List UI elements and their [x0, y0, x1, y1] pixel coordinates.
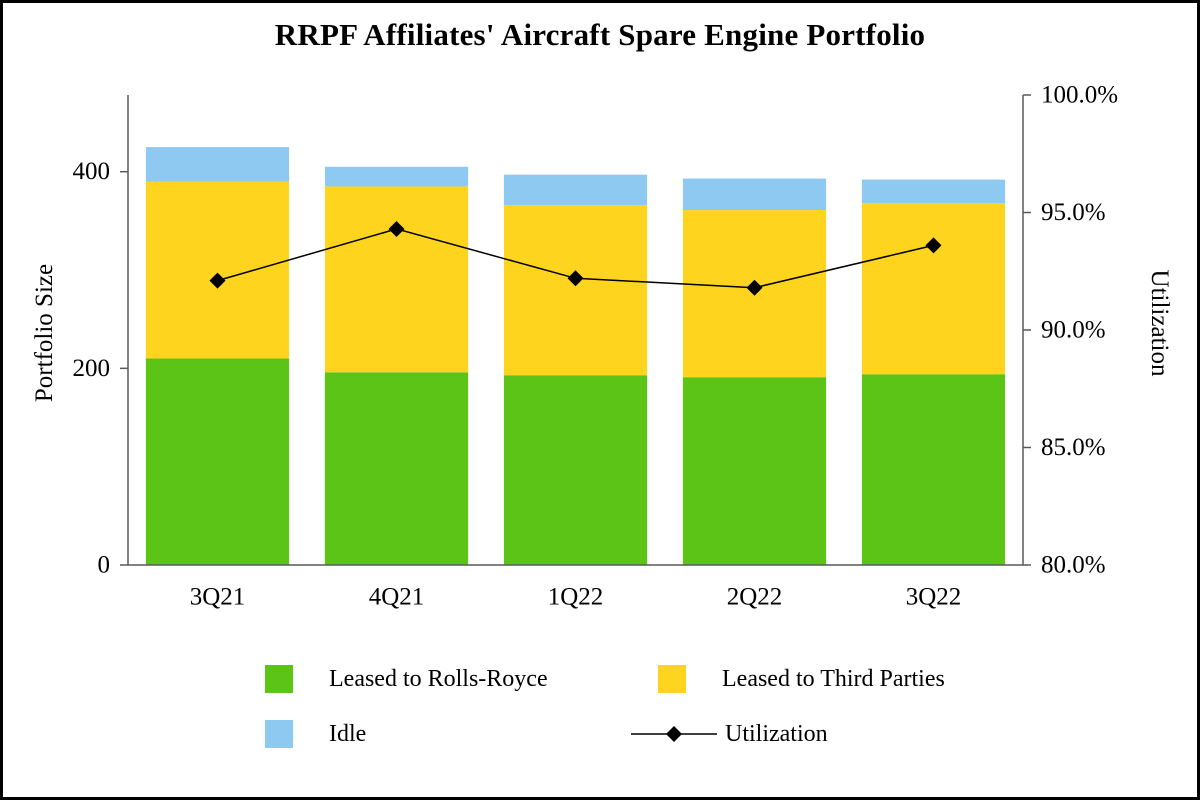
tick-label: 95.0%: [1041, 199, 1106, 226]
bar-segment-3Q22: [861, 203, 1006, 375]
legend-swatch-leased-to-third-parties: [658, 665, 686, 693]
bar-segment-1Q22: [503, 174, 648, 206]
bar-segment-2Q22: [682, 178, 827, 211]
bar-segment-2Q22: [682, 377, 827, 565]
tick-label: 85.0%: [1041, 434, 1106, 461]
legend-label-utilization: Utilization: [725, 720, 828, 747]
utilization-marker: [209, 272, 226, 289]
utilization-marker: [388, 220, 405, 237]
legend-label-idle: Idle: [329, 720, 367, 747]
bar-segment-3Q21: [145, 181, 290, 359]
utilization-marker: [925, 237, 942, 254]
legend-item-leased-to-rolls-royce: Leased to Rolls-Royce: [265, 662, 548, 696]
tick-label: 100.0%: [1041, 82, 1118, 109]
bar-segment-4Q21: [324, 166, 469, 187]
utilization-line-icon: [631, 726, 717, 742]
chart-plot-area: 0 200 400 80.0% 85.0% 90.0% 95.0% 100.0% 3Q21 4Q2…: [73, 82, 1119, 611]
bar-segment-3Q22: [861, 179, 1006, 204]
tick-label: 2Q22: [727, 584, 783, 611]
bar-segment-3Q21: [145, 358, 290, 565]
tick-label: 80.0%: [1041, 552, 1106, 579]
tick-label: 400: [73, 158, 111, 185]
legend-item-leased-to-third-parties: Leased to Third Parties: [658, 662, 945, 696]
bar-segment-4Q21: [324, 372, 469, 565]
legend-swatch-idle: [265, 720, 293, 748]
bar-segment-1Q22: [503, 205, 648, 376]
legend-label-leased-to-third-parties: Leased to Third Parties: [722, 665, 945, 692]
legend-swatch-leased-to-rolls-royce: [265, 665, 293, 693]
bar-segment-1Q22: [503, 375, 648, 565]
tick-label: 200: [73, 355, 111, 382]
tick-label: 0: [98, 552, 111, 579]
bar-segment-3Q21: [145, 147, 290, 182]
legend-label-leased-to-rolls-royce: Leased to Rolls-Royce: [329, 665, 548, 692]
legend-item-utilization: Utilization: [631, 717, 828, 751]
legend-item-idle: Idle: [265, 717, 366, 751]
utilization-marker: [746, 279, 763, 296]
bar-segment-4Q21: [324, 186, 469, 373]
tick-label: 4Q21: [369, 584, 425, 611]
tick-label: 90.0%: [1041, 317, 1106, 344]
tick-label: 3Q21: [190, 584, 246, 611]
tick-label: 1Q22: [548, 584, 604, 611]
tick-label: 3Q22: [906, 584, 962, 611]
bar-segment-3Q22: [861, 374, 1006, 565]
utilization-marker: [567, 270, 584, 287]
chart-title: RRPF Affiliates' Aircraft Spare Engine P…: [274, 17, 926, 52]
